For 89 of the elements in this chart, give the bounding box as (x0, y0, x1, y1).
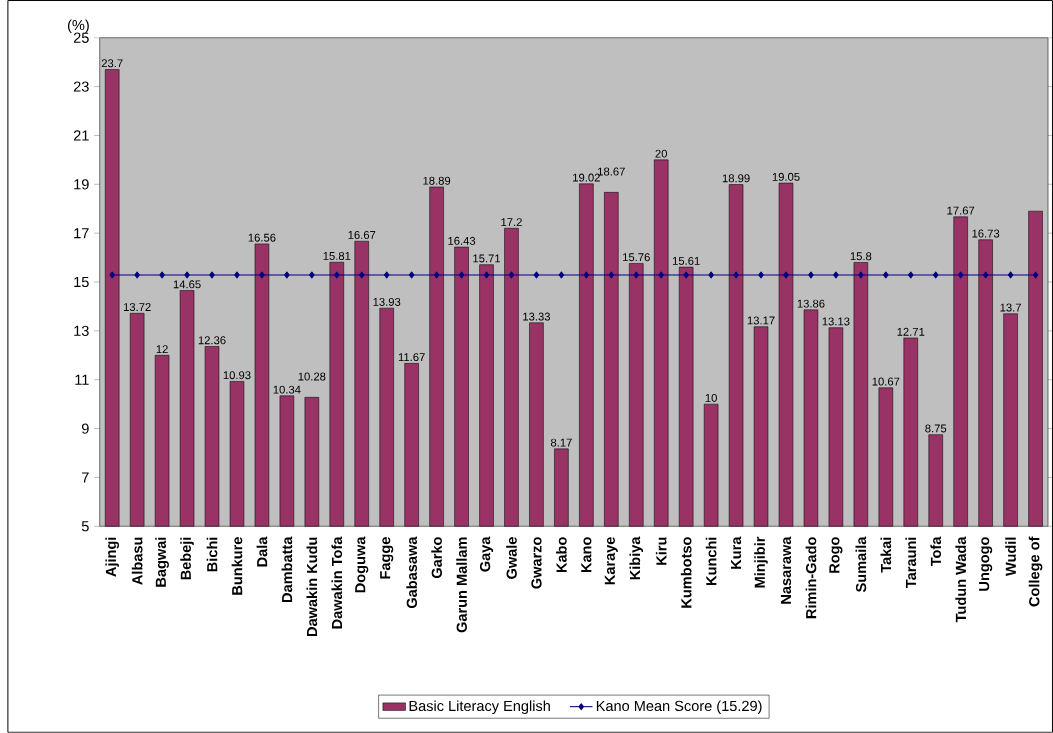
data-label: 13.13 (822, 317, 850, 326)
x-tick-label: Gabasawa (406, 536, 418, 609)
data-label: 8.75 (925, 424, 947, 433)
x-tick-label: Garko (431, 537, 442, 579)
data-label: 15.8 (850, 252, 872, 261)
data-label: 23.7 (101, 59, 123, 68)
data-label: 15.81 (323, 252, 351, 261)
y-tick-label: 23 (73, 81, 89, 92)
data-label: 20 (655, 149, 668, 158)
x-tick-label: Tofa (930, 536, 942, 567)
data-label: 18.99 (722, 174, 750, 183)
data-label: 13.33 (523, 312, 551, 321)
y-tick-label: 19 (74, 179, 89, 190)
x-tick-label: Gwarzo (531, 537, 542, 589)
data-label: 13.7 (1000, 303, 1021, 312)
data-label: 16.56 (248, 233, 276, 242)
x-tick-label: College of (1028, 536, 1043, 607)
data-label: 17.67 (947, 206, 975, 215)
y-axis-title: (%) (67, 19, 89, 34)
legend-label: Basic Literacy English (409, 700, 550, 715)
data-label: 16.43 (448, 236, 476, 245)
x-tick-label: Albasu (131, 537, 143, 585)
data-label: 12 (156, 345, 168, 354)
x-tick-label: Doguwa (355, 536, 369, 593)
x-tick-label: Gaya (479, 536, 494, 572)
x-tick-label: Kura (731, 536, 742, 569)
data-label: 18.89 (423, 176, 451, 185)
x-tick-label: Rogo (829, 537, 843, 573)
data-label: 10.34 (273, 385, 301, 394)
y-tick-label: 25 (73, 32, 89, 43)
x-tick-label: Kibiya (629, 536, 644, 580)
x-tick-label: Bichi (206, 537, 218, 572)
x-tick-label: Tarauni (905, 537, 917, 589)
data-label: 13.17 (747, 316, 775, 325)
data-label: 12.36 (198, 336, 226, 345)
data-label: 10.67 (872, 377, 900, 386)
y-tick-label: 15 (74, 277, 89, 288)
data-label: 14.65 (173, 280, 201, 289)
legend-label: Kano Mean Score (15.29) (596, 700, 762, 715)
data-label: 11.67 (398, 353, 425, 362)
x-tick-label: Bunkure (231, 537, 243, 595)
y-tick-label: 13 (74, 325, 89, 337)
data-label: 19.05 (772, 172, 800, 181)
data-label: 16.73 (972, 229, 1000, 238)
data-label: 12.71 (897, 327, 925, 336)
x-tick-label: Bebeji (180, 537, 194, 580)
y-tick-label: 17 (74, 228, 89, 239)
data-label: 13.86 (797, 299, 825, 308)
x-tick-label: Dambatta (281, 536, 293, 603)
x-tick-label: Kano (581, 537, 592, 573)
data-label: 15.61 (672, 256, 700, 265)
x-tick-label: Sumaila (855, 536, 867, 593)
x-tick-label: Dawakin Kudu (306, 537, 318, 637)
x-tick-label: Nasarawa (780, 536, 792, 604)
x-tick-label: Tudun Wada (955, 536, 967, 623)
data-label: 13.72 (123, 303, 151, 312)
data-label: 15.71 (473, 254, 501, 263)
y-tick-label: 5 (81, 521, 89, 532)
x-tick-label: Kiru (655, 537, 667, 565)
data-label: 17.2 (501, 218, 522, 227)
data-label: 10.28 (298, 372, 326, 381)
x-tick-label: Garun Mallam (456, 537, 467, 633)
x-tick-label: Dawakin Tofa (331, 536, 343, 629)
x-tick-label: Bagwai (155, 537, 169, 587)
x-tick-label: Wudil (1005, 537, 1016, 577)
data-label: 16.67 (348, 231, 376, 240)
data-label: 19.02 (573, 173, 600, 182)
data-label: 10 (705, 394, 717, 402)
x-tick-label: Kunchi (705, 537, 717, 586)
x-tick-label: Takai (880, 537, 892, 573)
data-label: 10.93 (223, 371, 251, 380)
x-tick-label: Ajingi (105, 537, 120, 577)
y-tick-label: 11 (75, 374, 89, 385)
x-tick-label: Ungogo (979, 537, 993, 591)
y-tick-label: 9 (81, 423, 89, 434)
x-tick-label: Karaye (604, 537, 618, 585)
x-tick-label: Minjibir (754, 536, 768, 588)
data-label: 8.17 (550, 438, 572, 447)
y-tick-label: 21 (73, 130, 89, 141)
x-tick-label: Kabo (556, 537, 567, 573)
data-label: 13.93 (373, 298, 401, 306)
y-tick-label: 7 (82, 472, 89, 483)
x-tick-label: Kumbotso (680, 537, 692, 608)
x-tick-label: Rimin-Gado (805, 537, 817, 619)
x-tick-label: Fagge (380, 537, 394, 579)
x-tick-label: Dala (256, 536, 268, 567)
x-tick-label: Gwale (506, 537, 517, 579)
data-label: 18.67 (598, 167, 625, 176)
data-label: 15.76 (623, 253, 650, 262)
